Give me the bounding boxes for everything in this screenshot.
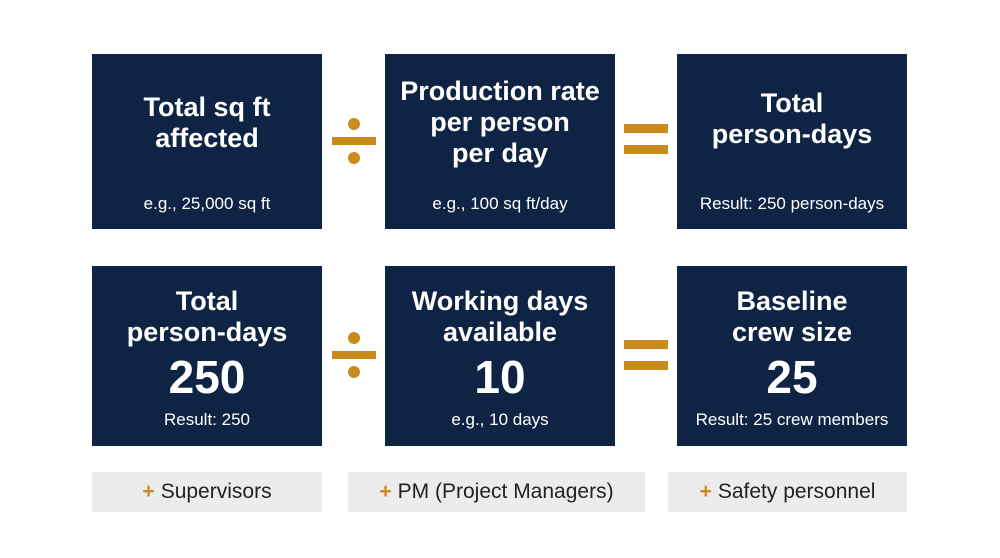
- divide-icon: [332, 118, 376, 164]
- sq-ft-title: Total sq ft affected: [92, 92, 322, 154]
- total-person-days-value: 250: [168, 351, 246, 403]
- plus-icon: +: [699, 480, 712, 503]
- crew-size-value: 25: [766, 351, 818, 403]
- crew-size-title-line1: Baseline: [736, 286, 848, 316]
- total-person-days-result: Result: 250: [164, 410, 250, 429]
- production-rate-title-line1: Production rate: [400, 76, 600, 106]
- production-rate-title-line3: per day: [451, 138, 549, 168]
- person-days-result: Result: 250 person-days: [699, 194, 885, 213]
- plus-icon: +: [379, 480, 392, 503]
- pm-label: PM (Project Managers): [397, 480, 614, 503]
- total-person-days-title-line2: person-days: [126, 317, 288, 347]
- equals-icon: [624, 340, 668, 370]
- production-rate-example: e.g., 100 sq ft/day: [432, 194, 568, 213]
- working-days-example: e.g., 10 days: [451, 410, 549, 429]
- crew-size-title-line2: crew size: [731, 317, 853, 347]
- person-days-box: Total person-days Result: 250 person-day…: [677, 54, 907, 229]
- sq-ft-title-line2: affected: [155, 123, 259, 153]
- person-days-title: Total person-days: [677, 88, 907, 150]
- working-days-value: 10: [474, 351, 526, 403]
- crew-size-box: Baseline crew size 25 Result: 25 crew me…: [677, 266, 907, 446]
- total-person-days-title-line1: Total: [175, 286, 239, 316]
- production-rate-title: Production rate per person per day: [385, 76, 615, 169]
- crew-size-result: Result: 25 crew members: [695, 410, 889, 429]
- pm-tag: + PM (Project Managers): [348, 472, 645, 512]
- working-days-title-line2: available: [442, 317, 558, 347]
- safety-personnel-tag: + Safety personnel: [668, 472, 907, 512]
- working-days-box: Working days available 10 e.g., 10 days: [385, 266, 615, 446]
- safety-personnel-label: Safety personnel: [717, 480, 876, 503]
- production-rate-title-line2: per person: [430, 107, 570, 137]
- crew-size-title: Baseline crew size: [677, 286, 907, 348]
- supervisors-label: Supervisors: [160, 480, 272, 503]
- total-person-days-box: Total person-days 250 Result: 250: [92, 266, 322, 446]
- equals-icon: [624, 124, 668, 154]
- working-days-title: Working days available: [385, 286, 615, 348]
- sq-ft-title-line1: Total sq ft: [143, 92, 271, 122]
- sq-ft-example: e.g., 25,000 sq ft: [143, 194, 271, 213]
- sq-ft-box: Total sq ft affected e.g., 25,000 sq ft: [92, 54, 322, 229]
- production-rate-box: Production rate per person per day e.g.,…: [385, 54, 615, 229]
- person-days-title-line2: person-days: [711, 119, 873, 149]
- working-days-title-line1: Working days: [411, 286, 589, 316]
- plus-icon: +: [142, 480, 155, 503]
- divide-icon: [332, 332, 376, 378]
- person-days-title-line1: Total: [760, 88, 824, 118]
- total-person-days-title: Total person-days: [92, 286, 322, 348]
- supervisors-tag: + Supervisors: [92, 472, 322, 512]
